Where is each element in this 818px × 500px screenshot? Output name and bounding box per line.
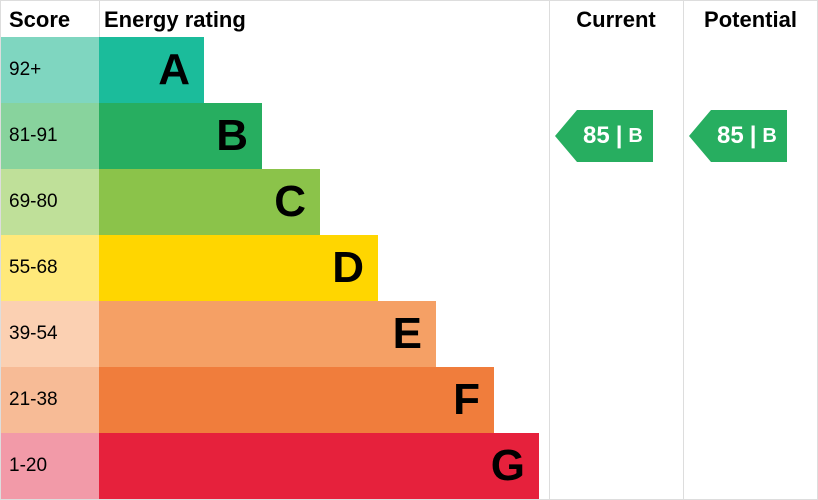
rating-bar-g: G (99, 433, 539, 499)
badge-value-current: 85 (583, 122, 610, 150)
divider-current (549, 1, 550, 499)
rating-header: Energy rating (104, 7, 246, 33)
header-row: Score Energy rating Current Potential (1, 1, 817, 37)
rating-bar-f: F (99, 367, 494, 433)
rating-bar-c: C (99, 169, 320, 235)
score-range-c: 69-80 (1, 169, 99, 235)
badge-body-current: 85|B (577, 110, 653, 162)
badge-separator: | (616, 122, 623, 150)
epc-chart: Score Energy rating Current Potential 92… (0, 0, 818, 500)
rating-bar-d: D (99, 235, 378, 301)
potential-header: Potential (683, 7, 818, 33)
badge-arrow-icon (689, 110, 711, 162)
current-header: Current (549, 7, 683, 33)
badge-letter-current: B (628, 125, 642, 148)
score-range-f: 21-38 (1, 367, 99, 433)
score-header: Score (9, 7, 70, 33)
rating-bar-e: E (99, 301, 436, 367)
rating-bar-b: B (99, 103, 262, 169)
score-range-a: 92+ (1, 37, 99, 103)
score-range-e: 39-54 (1, 301, 99, 367)
badge-letter-potential: B (762, 125, 776, 148)
score-range-g: 1-20 (1, 433, 99, 499)
rating-bar-a: A (99, 37, 204, 103)
badge-arrow-icon (555, 110, 577, 162)
score-range-d: 55-68 (1, 235, 99, 301)
divider-potential (683, 1, 684, 499)
badge-value-potential: 85 (717, 122, 744, 150)
score-range-b: 81-91 (1, 103, 99, 169)
badge-separator: | (750, 122, 757, 150)
badge-body-potential: 85|B (711, 110, 787, 162)
